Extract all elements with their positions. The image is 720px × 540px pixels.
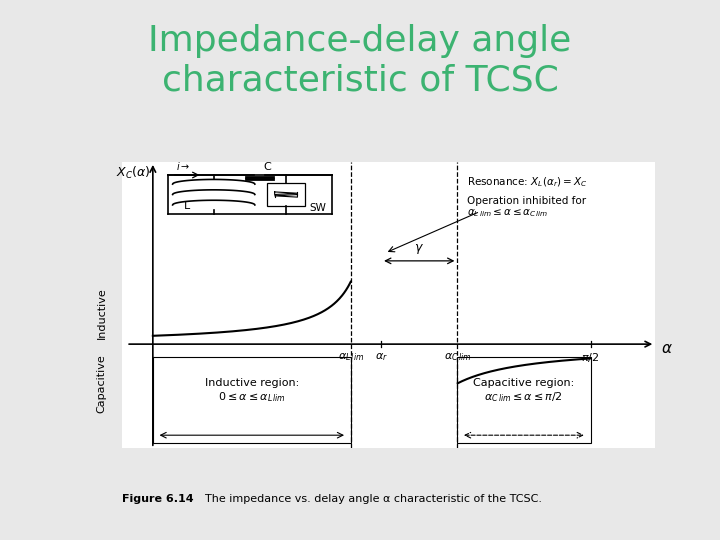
Text: $\pi/2$: $\pi/2$ xyxy=(582,352,600,365)
Text: Figure 6.14: Figure 6.14 xyxy=(122,495,194,504)
Text: Capacitive region:
$\alpha_{C\,lim}\leq\alpha\leq\pi/2$: Capacitive region: $\alpha_{C\,lim}\leq\… xyxy=(473,378,575,404)
Text: $\alpha$: $\alpha$ xyxy=(661,341,672,356)
Text: SW: SW xyxy=(309,202,325,213)
Text: $\alpha_{L\,lim}$: $\alpha_{L\,lim}$ xyxy=(338,352,364,363)
Text: L: L xyxy=(184,201,190,212)
Text: Capacitive: Capacitive xyxy=(96,354,107,413)
Bar xyxy=(457,357,590,443)
Text: $\alpha_r$: $\alpha_r$ xyxy=(374,352,387,363)
Text: Inductive region:
$0\leq\alpha\leq\alpha_{L\,lim}$: Inductive region: $0\leq\alpha\leq\alpha… xyxy=(204,378,299,404)
Text: $X_C(\alpha)$: $X_C(\alpha)$ xyxy=(117,165,151,181)
Text: C: C xyxy=(264,162,271,172)
Text: Operation inhibited for
$\alpha_{L\,lim}\leq\alpha\leq\alpha_{C\,lim}$: Operation inhibited for $\alpha_{L\,lim}… xyxy=(467,196,586,219)
Text: Resonance: $X_L(\alpha_r) = X_C$: Resonance: $X_L(\alpha_r) = X_C$ xyxy=(467,175,587,188)
Text: Inductive: Inductive xyxy=(96,287,107,339)
Bar xyxy=(267,183,305,206)
Bar xyxy=(153,357,351,443)
Text: $\gamma$: $\gamma$ xyxy=(414,242,424,255)
Text: $i\rightarrow$: $i\rightarrow$ xyxy=(176,160,190,172)
Text: $\alpha_{C\,lim}$: $\alpha_{C\,lim}$ xyxy=(444,352,471,363)
Text: The impedance vs. delay angle α characteristic of the TCSC.: The impedance vs. delay angle α characte… xyxy=(198,495,542,504)
Text: Impedance-delay angle
characteristic of TCSC: Impedance-delay angle characteristic of … xyxy=(148,24,572,98)
